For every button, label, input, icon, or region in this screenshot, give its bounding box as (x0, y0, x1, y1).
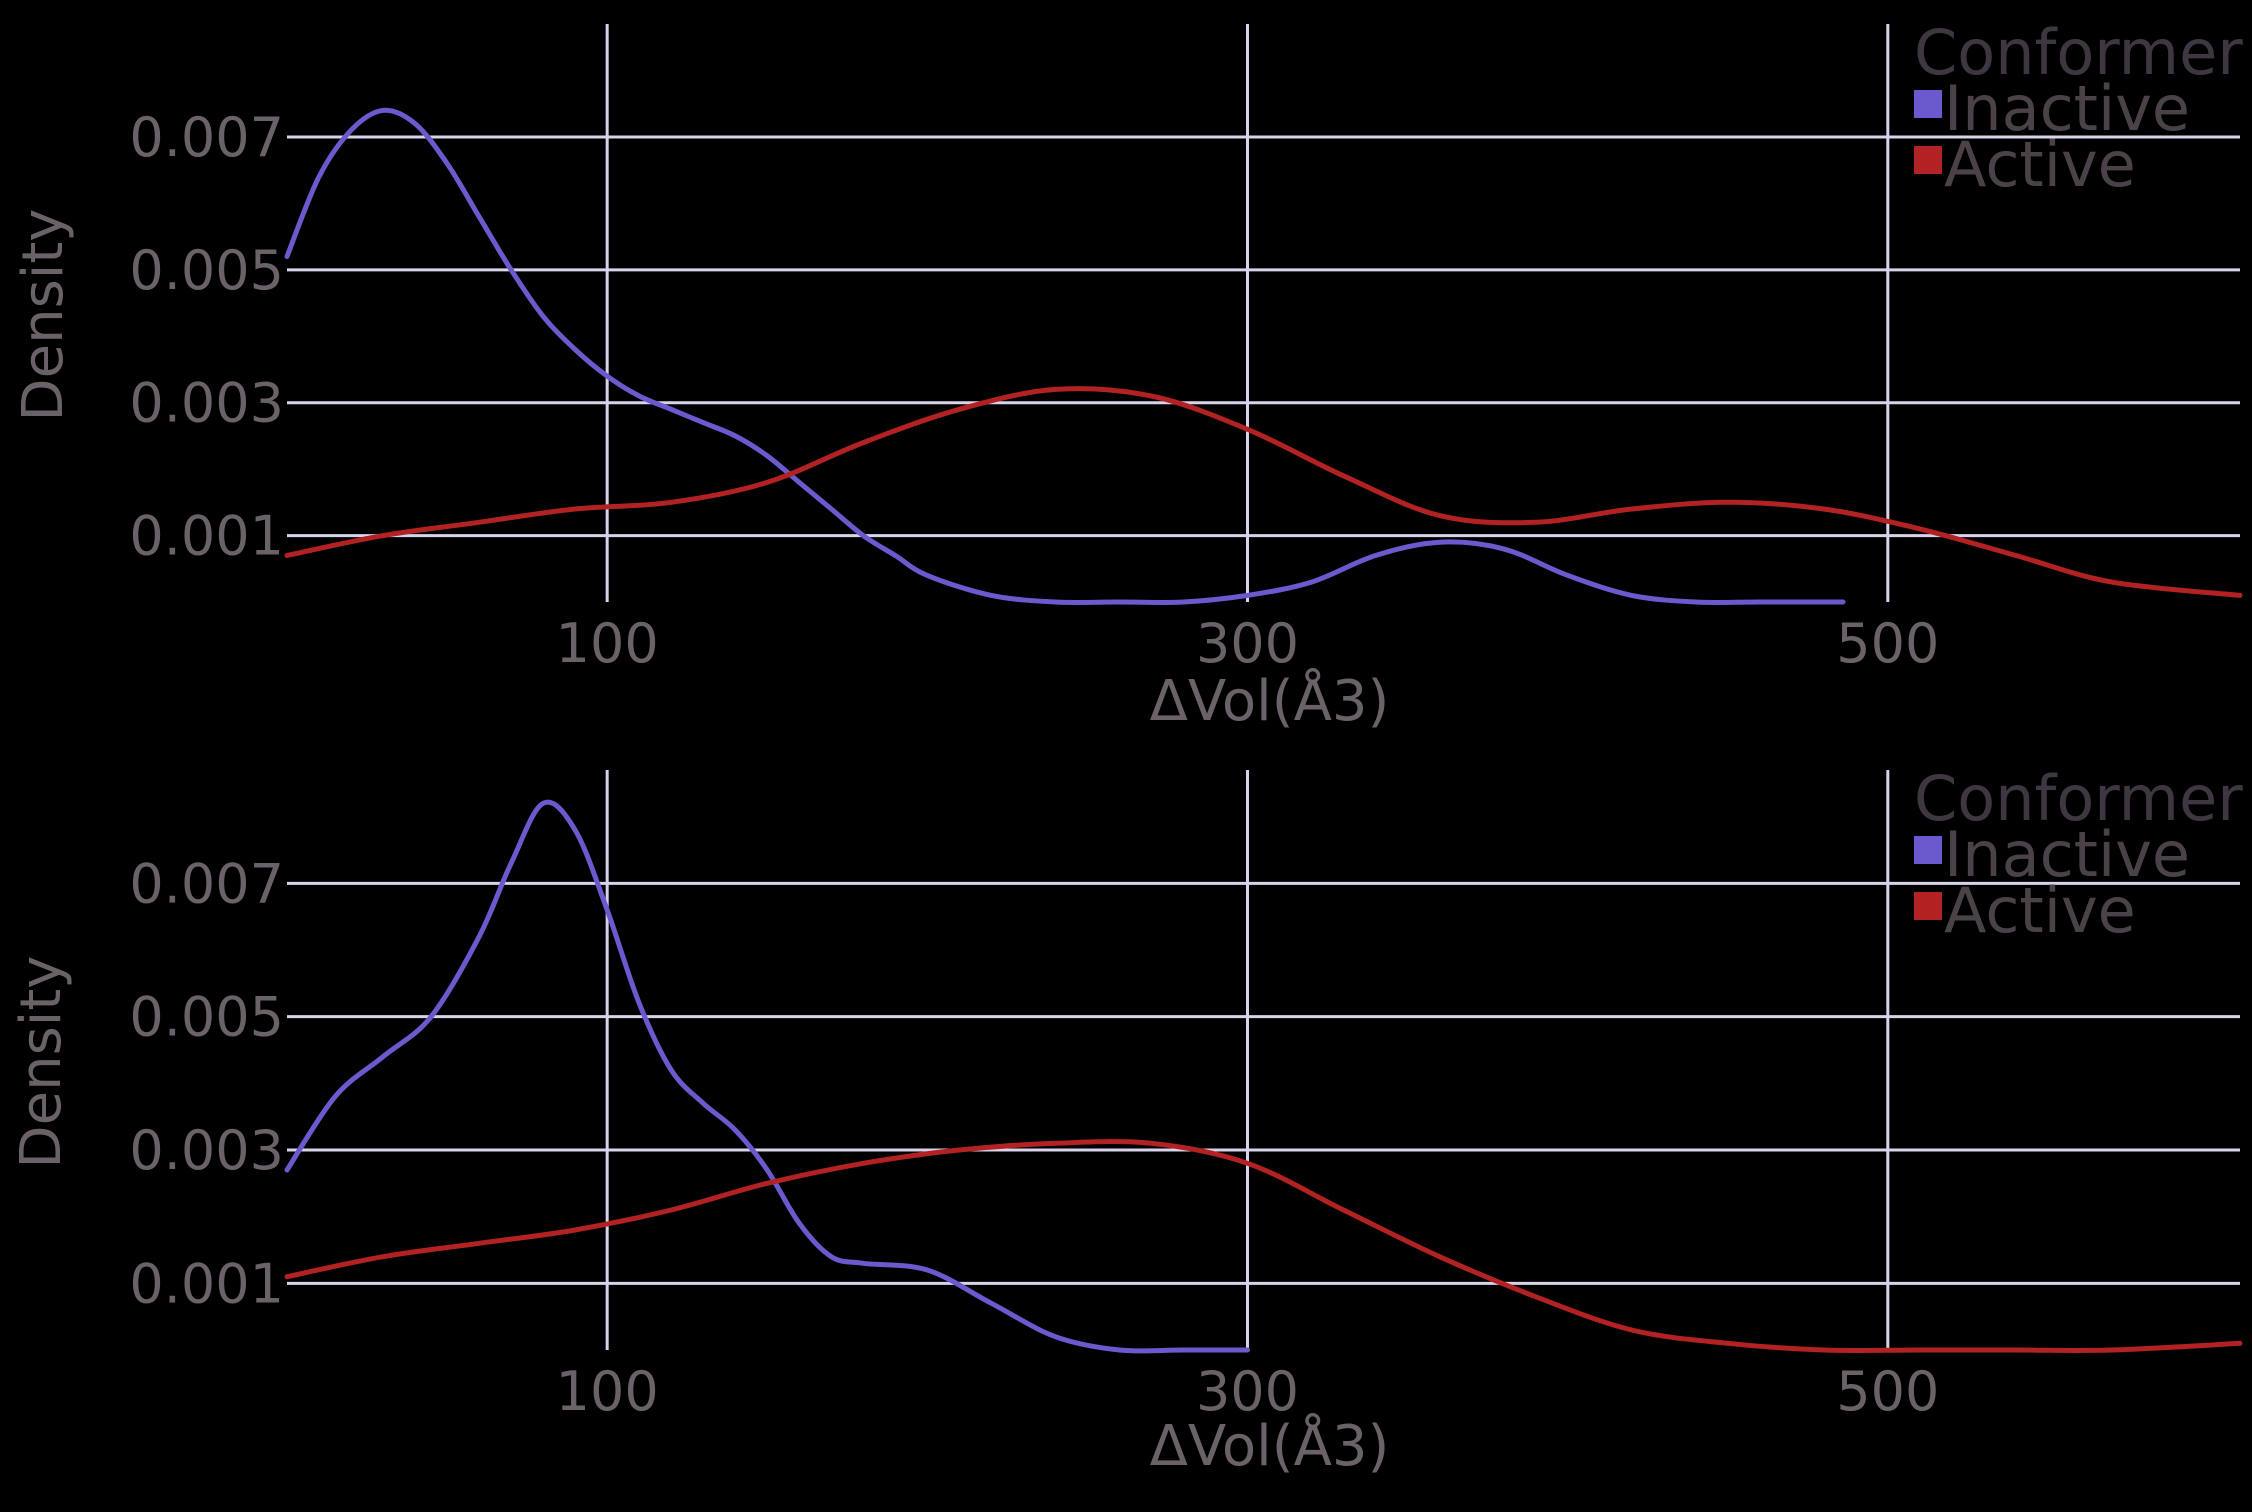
legend-title: Conformer (1914, 762, 2243, 835)
x-tick-label: 500 (1836, 612, 1939, 675)
y-tick-label: 0.003 (129, 1119, 284, 1182)
legend-swatch-active (1914, 892, 1942, 920)
y-axis-title: Density (9, 956, 74, 1169)
y-tick-label: 0.005 (129, 239, 284, 302)
series-line-inactive (284, 799, 1250, 1354)
legend-label: Inactive (1944, 72, 2190, 145)
legend-swatch-inactive (1914, 836, 1942, 864)
y-tick-label: 0.007 (129, 852, 284, 915)
x-axis-title: ΔVol(Å3) (1150, 1413, 1390, 1479)
x-tick-label: 300 (1196, 612, 1299, 675)
x-tick-label: 500 (1836, 1360, 1939, 1423)
series-line-inactive (284, 107, 1846, 605)
legend-label: Active (1944, 874, 2136, 947)
series-line-active (284, 386, 2243, 598)
y-tick-label: 0.005 (129, 986, 284, 1049)
y-tick-label: 0.003 (129, 372, 284, 435)
legend-title: Conformer (1914, 16, 2243, 89)
x-tick-label: 100 (556, 1360, 659, 1423)
legend-swatch-active (1914, 146, 1942, 174)
series-line-active (284, 1139, 2243, 1353)
x-axis-title: ΔVol(Å3) (1150, 668, 1390, 734)
x-tick-label: 100 (556, 612, 659, 675)
y-tick-label: 0.007 (129, 106, 284, 169)
legend-label: Active (1944, 128, 2136, 201)
y-axis-title: Density (11, 209, 76, 422)
legend-label: Inactive (1944, 818, 2190, 891)
legend-swatch-inactive (1914, 90, 1942, 118)
y-tick-label: 0.001 (129, 505, 284, 568)
y-tick-label: 0.001 (129, 1252, 284, 1315)
x-tick-label: 300 (1196, 1360, 1299, 1423)
